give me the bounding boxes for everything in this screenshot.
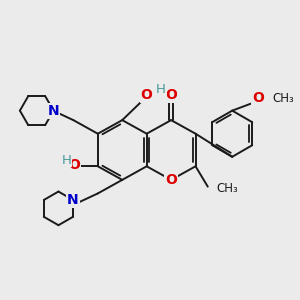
Text: CH₃: CH₃ bbox=[273, 92, 294, 105]
Text: O: O bbox=[141, 88, 153, 102]
Text: H: H bbox=[156, 83, 166, 96]
Text: CH₃: CH₃ bbox=[216, 182, 238, 194]
Text: O: O bbox=[68, 158, 80, 172]
Text: N: N bbox=[48, 103, 59, 118]
Text: O: O bbox=[165, 173, 177, 187]
Text: N: N bbox=[67, 193, 79, 207]
Text: O: O bbox=[165, 88, 177, 102]
Text: H: H bbox=[61, 154, 71, 167]
Text: O: O bbox=[253, 91, 265, 105]
